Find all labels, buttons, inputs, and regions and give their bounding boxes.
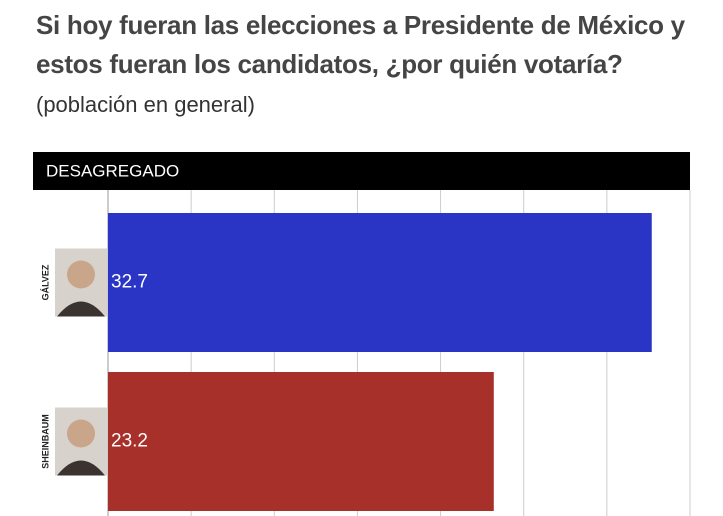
value-label: 23.2 (111, 431, 148, 452)
value-label: 32.7 (111, 272, 148, 293)
photo-head (67, 419, 95, 448)
category-label: GÁLVEZ (40, 264, 50, 300)
chart-title: Si hoy fueran las elecciones a President… (36, 6, 716, 124)
photo-head (67, 260, 95, 289)
photo-body (57, 301, 105, 317)
header-bar (33, 152, 690, 190)
subtitle: (población en general) (36, 92, 255, 117)
header-label: DESAGREGADO (46, 161, 179, 180)
bar (108, 372, 494, 511)
bar (108, 213, 652, 352)
title: Si hoy fueran las elecciones a President… (36, 10, 685, 79)
bars: 32.7 GÁLVEZ 23.2 SHEINBAUM (40, 213, 652, 511)
photo-body (57, 460, 105, 476)
category-label: SHEINBAUM (40, 414, 50, 469)
